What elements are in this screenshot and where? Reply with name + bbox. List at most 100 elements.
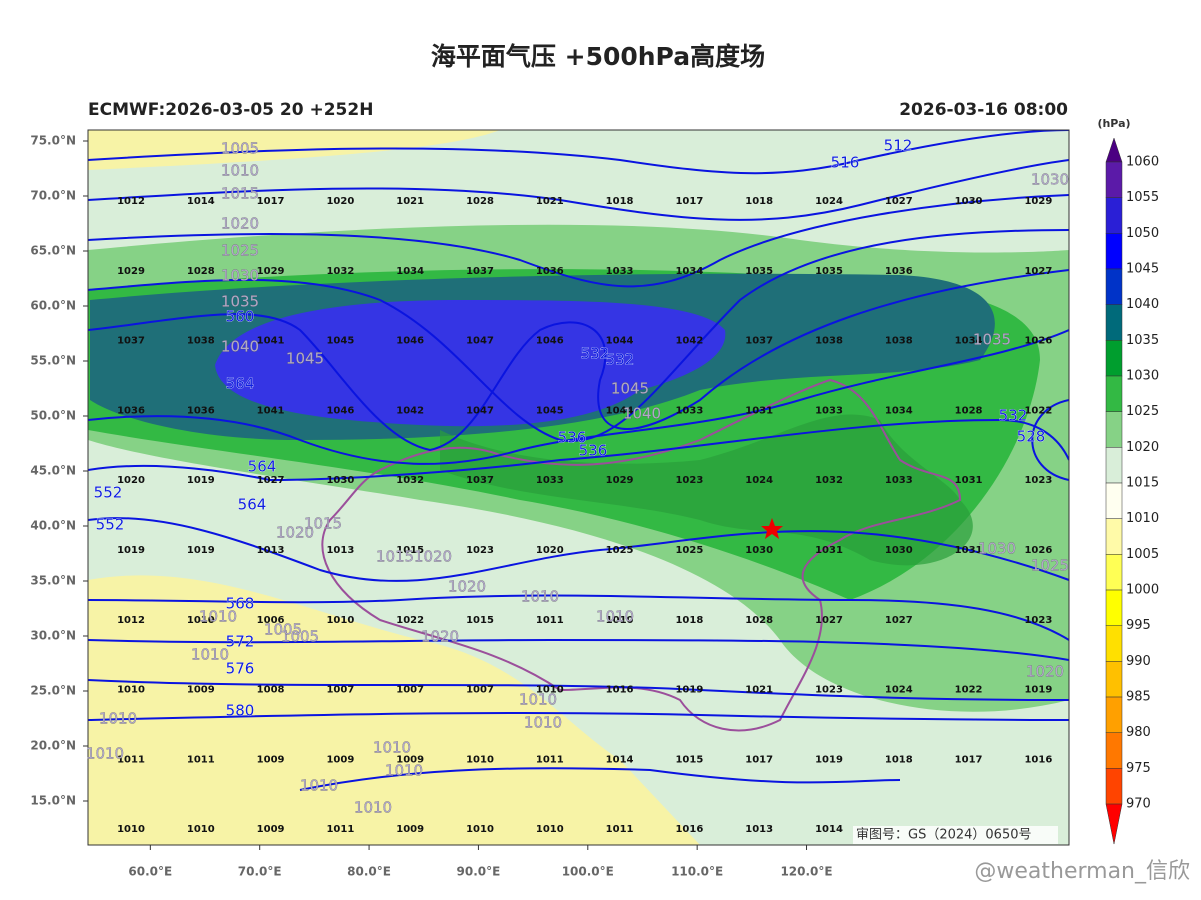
pressure-value: 1008 (257, 685, 285, 696)
pressure-value: 1028 (187, 266, 215, 277)
pressure-value: 1009 (257, 754, 285, 765)
isobar-label: 1010 (385, 762, 423, 780)
pressure-value: 1047 (466, 405, 494, 416)
height-label: 528 (1017, 428, 1046, 446)
colorbar-band (1105, 197, 1123, 234)
pressure-value: 1028 (745, 615, 773, 626)
pressure-value: 1011 (606, 824, 634, 835)
pressure-value: 1037 (466, 475, 494, 486)
pressure-value: 1023 (1024, 475, 1052, 486)
colorbar-band (1105, 411, 1123, 448)
colorbar-label: 1015 (1126, 476, 1159, 491)
isobar-label: 1010 (86, 745, 124, 763)
pressure-value: 1027 (885, 196, 913, 207)
pressure-value: 1034 (675, 266, 703, 277)
colorbar-label: 975 (1126, 761, 1151, 776)
height-label: 512 (884, 137, 913, 155)
colorbar-band (1105, 447, 1123, 484)
pressure-value: 1010 (326, 615, 354, 626)
x-tick-label: 100.0°E (562, 865, 614, 879)
isobar-label: 1015 (304, 515, 342, 533)
y-tick-label: 45.0°N (30, 464, 76, 478)
y-tick-label: 15.0°N (30, 794, 76, 808)
pressure-value: 1019 (187, 475, 215, 486)
isobar-label: 1010 (524, 714, 562, 732)
pressure-value: 1022 (396, 615, 424, 626)
isobar-label: 1015 (376, 548, 414, 566)
pressure-value: 1036 (536, 266, 564, 277)
isobar-label: 1005 (221, 140, 259, 158)
pressure-value: 1031 (955, 545, 983, 556)
pressure-value: 1044 (606, 405, 634, 416)
pressure-value: 1017 (745, 754, 773, 765)
pressure-value: 1034 (885, 405, 913, 416)
pressure-value: 1009 (396, 754, 424, 765)
pressure-value: 1017 (675, 196, 703, 207)
pressure-value: 1019 (675, 685, 703, 696)
x-tick-label: 60.0°E (128, 865, 172, 879)
pressure-value: 1011 (117, 754, 145, 765)
pressure-value: 1009 (326, 754, 354, 765)
isobar-label: 1040 (221, 338, 259, 356)
pressure-value: 1020 (117, 475, 145, 486)
isobar-label: 1020 (421, 628, 459, 646)
pressure-value: 1028 (466, 196, 494, 207)
isobar-label: 1025 (221, 242, 259, 260)
pressure-value: 1018 (745, 196, 773, 207)
colorbar-band (1105, 340, 1123, 377)
isobar-label: 1015 (221, 185, 259, 203)
colorbar-label: 1000 (1126, 583, 1159, 598)
colorbar-band (1105, 696, 1123, 733)
pressure-value: 1010 (187, 615, 215, 626)
pressure-value: 1038 (885, 336, 913, 347)
pressure-value: 1046 (326, 405, 354, 416)
isobar-label: 1010 (191, 646, 229, 664)
pressure-value: 1010 (536, 824, 564, 835)
pressure-value: 1031 (955, 475, 983, 486)
pressure-value: 1028 (955, 405, 983, 416)
colorbar-label: 980 (1126, 725, 1151, 740)
pressure-value: 1026 (1024, 545, 1052, 556)
pressure-value: 1011 (536, 615, 564, 626)
isobar-label: 1010 (300, 777, 338, 795)
height-label: 532 (606, 351, 635, 369)
isobar-label: 1035 (973, 331, 1011, 349)
colorbar-band (1105, 554, 1123, 591)
pressure-value: 1036 (117, 405, 145, 416)
y-tick-label: 40.0°N (30, 519, 76, 533)
pressure-value: 1007 (466, 685, 494, 696)
pressure-value: 1015 (396, 545, 424, 556)
pressure-value: 1010 (117, 685, 145, 696)
y-tick-label: 60.0°N (30, 299, 76, 313)
x-tick-label: 80.0°E (347, 865, 391, 879)
y-tick-label: 70.0°N (30, 189, 76, 203)
colorbar-label: 1010 (1126, 511, 1159, 526)
pressure-value: 1014 (187, 196, 215, 207)
colorbar-band (1105, 304, 1123, 341)
isobar-label: 1045 (611, 380, 649, 398)
colorbar-arrow (1105, 803, 1123, 845)
y-tick-label: 55.0°N (30, 354, 76, 368)
isobar-label: 1020 (1026, 663, 1064, 681)
isobar-label: 1035 (221, 293, 259, 311)
pressure-value: 1023 (815, 685, 843, 696)
colorbar-label: 1040 (1126, 297, 1159, 312)
isobar-label: 1010 (99, 710, 137, 728)
colorbar-label: 1025 (1126, 404, 1159, 419)
pressure-value: 1037 (466, 266, 494, 277)
pressure-value: 1010 (466, 754, 494, 765)
x-tick-label: 90.0°E (457, 865, 501, 879)
isobar-label: 1025 (1031, 557, 1069, 575)
valid-time: 2026-03-16 08:00 (899, 100, 1068, 120)
height-label: 552 (96, 516, 125, 534)
pressure-value: 1006 (257, 615, 285, 626)
pressure-value: 1011 (536, 754, 564, 765)
pressure-value: 1018 (675, 615, 703, 626)
colorbar-label: 1030 (1126, 369, 1159, 384)
pressure-value: 1030 (955, 196, 983, 207)
watermark: @weatherman_信欣 (974, 859, 1190, 884)
pressure-value: 1017 (955, 754, 983, 765)
pressure-value: 1033 (606, 266, 634, 277)
pressure-value: 1033 (536, 475, 564, 486)
